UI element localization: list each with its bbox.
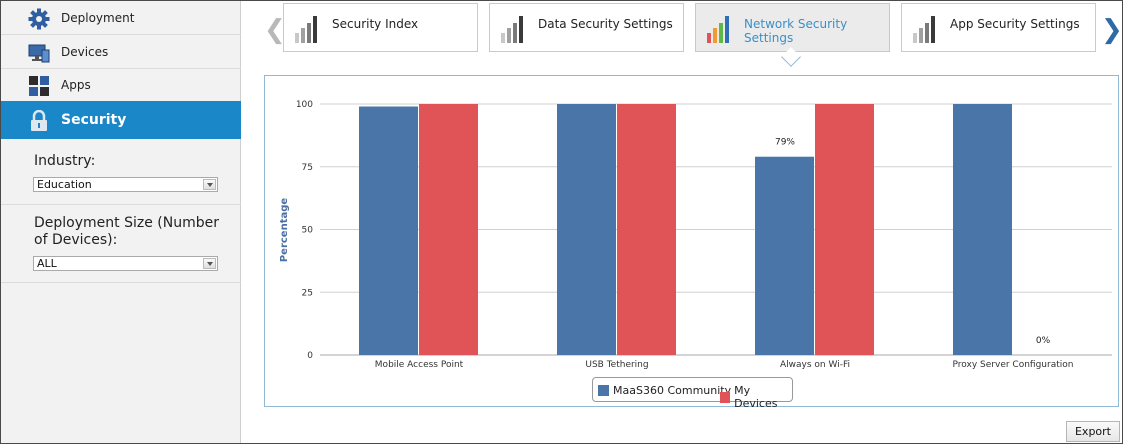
industry-select-value: Education (37, 178, 92, 191)
tab-data-security-settings[interactable]: Data Security Settings (489, 3, 684, 52)
lock-icon (31, 110, 47, 131)
sidebar-item-label: Apps (61, 78, 91, 92)
legend-label: MaaS360 Community (613, 384, 732, 397)
sidebar-item-security[interactable]: Security (1, 101, 241, 139)
sidebar-item-label: Security (61, 111, 127, 128)
gear-icon (28, 8, 50, 30)
deployment-size-label: Deployment Size (Number of Devices): (34, 215, 219, 249)
chevron-down-icon (203, 258, 216, 269)
bar-chart-gray-icon (913, 16, 935, 43)
industry-select[interactable]: Education (33, 177, 218, 192)
apps-grid-icon (29, 76, 49, 96)
deployment-size-label-line2: of Devices): (34, 232, 118, 248)
chart-panel (264, 75, 1119, 407)
industry-label: Industry: (34, 153, 96, 169)
chevron-left-icon[interactable]: ❮ (264, 15, 286, 45)
tab-label: Data Security Settings (538, 17, 673, 31)
legend-item-community[interactable]: MaaS360 Community (598, 384, 731, 397)
sidebar-item-deployment[interactable]: Deployment (1, 2, 241, 35)
deployment-size-select-value: ALL (37, 257, 57, 270)
bar-chart-color-icon (707, 16, 729, 43)
legend-item-my-devices[interactable]: My Devices (720, 384, 792, 410)
sidebar-item-label: Deployment (61, 11, 135, 25)
legend-label: My Devices (734, 384, 778, 410)
sidebar: Deployment Devices Apps Security Industr… (1, 1, 241, 443)
monitor-icon (28, 44, 50, 63)
sidebar-item-label: Devices (61, 45, 109, 59)
tab-label: App Security Settings (950, 17, 1080, 31)
tab-network-security-settings[interactable]: Network Security Settings (695, 3, 890, 52)
tab-security-index[interactable]: Security Index (283, 3, 478, 52)
tab-app-security-settings[interactable]: App Security Settings (901, 3, 1096, 52)
sidebar-item-apps[interactable]: Apps (1, 69, 241, 102)
legend-swatch (720, 391, 731, 403)
divider (1, 282, 241, 283)
chevron-right-icon[interactable]: ❯ (1101, 15, 1123, 45)
bar-chart-gray-icon (295, 16, 317, 43)
sidebar-item-devices[interactable]: Devices (1, 36, 241, 69)
chevron-down-icon (203, 179, 216, 190)
tab-label: Security Index (332, 17, 419, 31)
tab-label: Network Security Settings (744, 17, 848, 45)
export-button[interactable]: Export (1066, 421, 1120, 442)
bar-chart-gray-icon (501, 16, 523, 43)
legend-swatch (598, 385, 609, 396)
divider (1, 204, 241, 205)
chart-legend: MaaS360 Community My Devices (592, 377, 793, 410)
deployment-size-select[interactable]: ALL (33, 256, 218, 271)
deployment-size-label-line1: Deployment Size (Number (34, 215, 219, 231)
